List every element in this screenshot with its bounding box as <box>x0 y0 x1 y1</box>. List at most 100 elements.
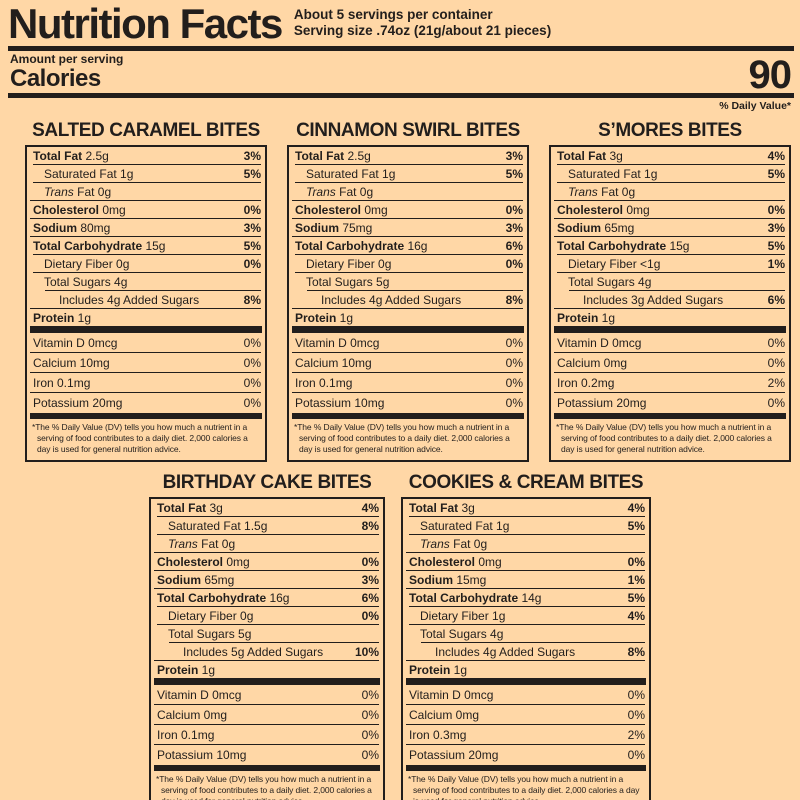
nutrient-row: Trans Fat 0g <box>557 182 785 200</box>
vitamin-row: Calcium 0mg 0% <box>554 352 785 372</box>
nutrient-daily-value: 8% <box>243 293 261 307</box>
nutrient-name: Vitamin D 0mcg <box>557 336 642 350</box>
nutrient-name: Protein 1g <box>157 663 216 677</box>
label-box: Total Fat 2.5g 3% Saturated Fat 1g 5% Trans … <box>287 145 529 462</box>
nutrient-row: Includes 3g Added Sugars 6% <box>569 290 785 308</box>
nutrient-name: Includes 3g Added Sugars <box>583 293 724 307</box>
labels-row-bottom: BIRTHDAY CAKE BITES Total Fat 3g 4% Saturat… <box>0 472 800 800</box>
label-title: BIRTHDAY CAKE BITES <box>162 472 372 493</box>
nutrient-daily-value: 0% <box>627 748 645 762</box>
nutrient-row: Protein 1g <box>292 308 523 326</box>
section-divider-bar <box>30 413 262 419</box>
nutrient-daily-value: 0% <box>767 356 785 370</box>
nutrient-row: Trans Fat 0g <box>157 534 379 552</box>
nutrient-name: Total Carbohydrate 14g <box>409 591 542 605</box>
nutrient-row: Protein 1g <box>154 660 379 678</box>
nutrient-row: Includes 5g Added Sugars 10% <box>169 642 379 660</box>
nutrient-name: Saturated Fat 1g <box>306 167 396 181</box>
nutrient-daily-value: 0% <box>505 356 523 370</box>
serving-size: Serving size .74oz (21g/about 21 pieces) <box>293 23 552 38</box>
nutrient-name: Potassium 10mg <box>295 396 385 410</box>
section-divider-bar <box>406 765 646 771</box>
nutrient-row: Saturated Fat 1g 5% <box>295 164 523 182</box>
section-divider-bar <box>154 765 380 771</box>
nutrient-row: Sodium 15mg 1% <box>406 570 645 588</box>
nutrient-daily-value: 3% <box>361 573 379 587</box>
nutrient-daily-value: 4% <box>767 149 785 163</box>
nutrient-name: Total Sugars 4g <box>44 275 128 289</box>
nutrient-row: Total Carbohydrate 16g 6% <box>292 236 523 254</box>
nutrient-row: Protein 1g <box>406 660 645 678</box>
nutrient-daily-value: 0% <box>627 555 645 569</box>
nutrient-name: Sodium 65mg <box>557 221 635 235</box>
nutrient-row: Sodium 80mg 3% <box>30 218 261 236</box>
nutrient-name: Trans Fat 0g <box>44 185 112 199</box>
nutrient-row: Total Fat 2.5g 3% <box>30 147 261 164</box>
nutrient-daily-value: 0% <box>767 203 785 217</box>
nutrient-row: Dietary Fiber 1g 4% <box>409 606 645 624</box>
nutrient-daily-value: 0% <box>505 203 523 217</box>
nutrient-name: Saturated Fat 1g <box>420 519 510 533</box>
nutrition-label-birthday-cake-bites: BIRTHDAY CAKE BITES Total Fat 3g 4% Saturat… <box>149 472 385 800</box>
nutrient-daily-value: 1% <box>627 573 645 587</box>
nutrient-name: Sodium 15mg <box>409 573 487 587</box>
nutrient-row: Cholesterol 0mg 0% <box>30 200 261 218</box>
nutrient-daily-value: 5% <box>627 591 645 605</box>
nutrient-daily-value: 0% <box>505 336 523 350</box>
nutrition-label-cookies-and-cream-bites: COOKIES & CREAM BITES Total Fat 3g 4% Satur… <box>401 472 651 800</box>
footnote: *The % Daily Value (DV) tells you how mu… <box>156 774 372 800</box>
nutrient-row: Includes 4g Added Sugars 8% <box>307 290 523 308</box>
nutrient-row: Total Sugars 4g <box>557 272 785 290</box>
vitamin-row: Potassium 20mg 0% <box>30 392 261 412</box>
nutrient-name: Saturated Fat 1g <box>568 167 658 181</box>
nutrient-name: Saturated Fat 1.5g <box>168 519 268 533</box>
nutrient-daily-value: 0% <box>505 376 523 390</box>
vitamin-row: Iron 0.2mg 2% <box>554 372 785 392</box>
nutrient-daily-value: 8% <box>505 293 523 307</box>
nutrient-name: Sodium 80mg <box>33 221 111 235</box>
nutrient-name: Vitamin D 0mcg <box>157 688 242 702</box>
header-divider-bar <box>8 93 794 98</box>
nutrient-daily-value: 0% <box>243 203 261 217</box>
section-divider-bar <box>154 678 380 685</box>
nutrient-daily-value: 10% <box>354 645 379 659</box>
nutrient-name: Iron 0.1mg <box>295 376 353 390</box>
nutrient-name: Dietary Fiber 0g <box>168 609 254 623</box>
nutrient-name: Trans Fat 0g <box>306 185 374 199</box>
section-divider-bar <box>30 326 262 333</box>
nutrient-daily-value: 0% <box>627 708 645 722</box>
nutrient-row: Includes 4g Added Sugars 8% <box>421 642 645 660</box>
section-divider-bar <box>406 678 646 685</box>
nutrient-name: Includes 4g Added Sugars <box>435 645 576 659</box>
nutrient-daily-value: 5% <box>767 239 785 253</box>
serving-info: About 5 servings per container Serving s… <box>294 4 551 39</box>
nutrient-name: Total Sugars 5g <box>306 275 390 289</box>
nutrient-row: Saturated Fat 1g 5% <box>409 516 645 534</box>
label-box: Total Fat 3g 4% Saturated Fat 1g 5% Trans Fa… <box>401 497 651 800</box>
label-title: S’MORES BITES <box>598 120 742 141</box>
nutrient-name: Dietary Fiber 0g <box>306 257 392 271</box>
nutrient-row: Total Sugars 5g <box>295 272 523 290</box>
header-divider-bar <box>8 46 794 51</box>
vitamin-row: Potassium 10mg 0% <box>154 744 379 764</box>
nutrient-name: Sodium 65mg <box>157 573 235 587</box>
nutrient-row: Dietary Fiber 0g 0% <box>157 606 379 624</box>
nutrient-name: Total Fat 3g <box>409 501 475 515</box>
nutrient-name: Total Carbohydrate 16g <box>295 239 428 253</box>
nutrient-row: Trans Fat 0g <box>295 182 523 200</box>
nutrient-name: Total Sugars 4g <box>420 627 504 641</box>
nutrient-name: Total Fat 2.5g <box>33 149 109 163</box>
nutrient-row: Dietary Fiber <1g 1% <box>557 254 785 272</box>
nutrient-daily-value: 0% <box>505 257 523 271</box>
nutrient-daily-value: 0% <box>361 748 379 762</box>
nutrient-daily-value: 0% <box>361 708 379 722</box>
nutrient-daily-value: 3% <box>505 149 523 163</box>
vitamin-row: Vitamin D 0mcg 0% <box>554 333 785 352</box>
label-title: SALTED CARAMEL BITES <box>32 120 260 141</box>
nutrient-row: Sodium 65mg 3% <box>154 570 379 588</box>
vitamin-row: Calcium 0mg 0% <box>406 704 645 724</box>
nutrient-name: Total Sugars 5g <box>168 627 252 641</box>
nutrient-row: Total Sugars 4g <box>33 272 261 290</box>
nutrient-name: Calcium 0mg <box>557 356 628 370</box>
nutrient-name: Cholesterol 0mg <box>409 555 502 569</box>
